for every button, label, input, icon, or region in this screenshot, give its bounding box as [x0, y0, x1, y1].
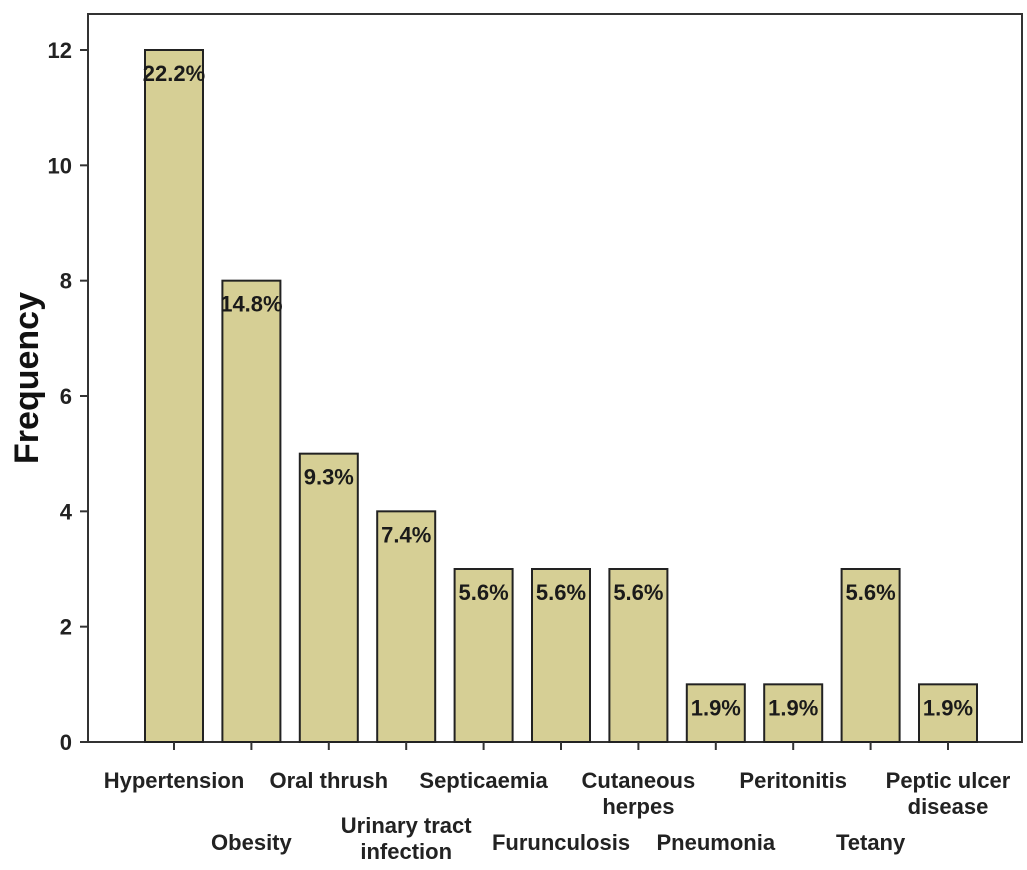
bar-data-label: 5.6% [613, 580, 663, 605]
bar-data-label: 1.9% [691, 695, 741, 720]
x-category-label: Peptic ulcer disease [886, 768, 1011, 819]
bar [298, 452, 359, 743]
bar-data-label: 5.6% [536, 580, 586, 605]
y-tick-label: 12 [48, 38, 72, 63]
y-axis-label: Frequency [8, 292, 46, 464]
bar-data-label: 5.6% [459, 580, 509, 605]
y-tick-label: 2 [60, 615, 72, 640]
x-category-label: Peritonitis [739, 768, 847, 793]
y-tick-label: 6 [60, 384, 72, 409]
x-category-label: Oral thrush [270, 768, 389, 793]
bar-data-label: 1.9% [768, 695, 818, 720]
x-category-label: Urinary tract infection [341, 813, 473, 864]
y-axis: 0 2 4 6 8 10 12 [48, 38, 88, 755]
bar-data-label: 14.8% [220, 292, 282, 317]
x-category-label: Septicaemia [419, 768, 548, 793]
bar [376, 510, 437, 744]
bar [608, 568, 669, 743]
x-category-label: Hypertension [104, 768, 245, 793]
bar [144, 49, 204, 743]
y-tick-label: 4 [60, 499, 73, 524]
bar-data-label: 1.9% [923, 695, 973, 720]
bar-data-label: 22.2% [143, 61, 205, 86]
bar-data-label: 7.4% [381, 522, 431, 547]
x-category-label: Pneumonia [657, 830, 776, 855]
x-axis: Hypertension Obesity Oral thrush Urinary tr… [104, 742, 1011, 864]
x-category-label: Cutaneous herpes [582, 768, 696, 819]
bar [763, 683, 824, 743]
x-category-label: Furunculosis [492, 830, 630, 855]
bar-data-label: 9.3% [304, 465, 354, 490]
y-tick-label: 10 [48, 153, 72, 178]
y-tick-label: 8 [60, 269, 72, 294]
x-category-label: Obesity [211, 830, 292, 855]
bar [685, 683, 746, 743]
bar [221, 279, 282, 743]
y-tick-label: 0 [60, 730, 72, 755]
bar [840, 568, 901, 743]
bar-data-label: 5.6% [846, 580, 896, 605]
x-category-label: Tetany [836, 830, 906, 855]
